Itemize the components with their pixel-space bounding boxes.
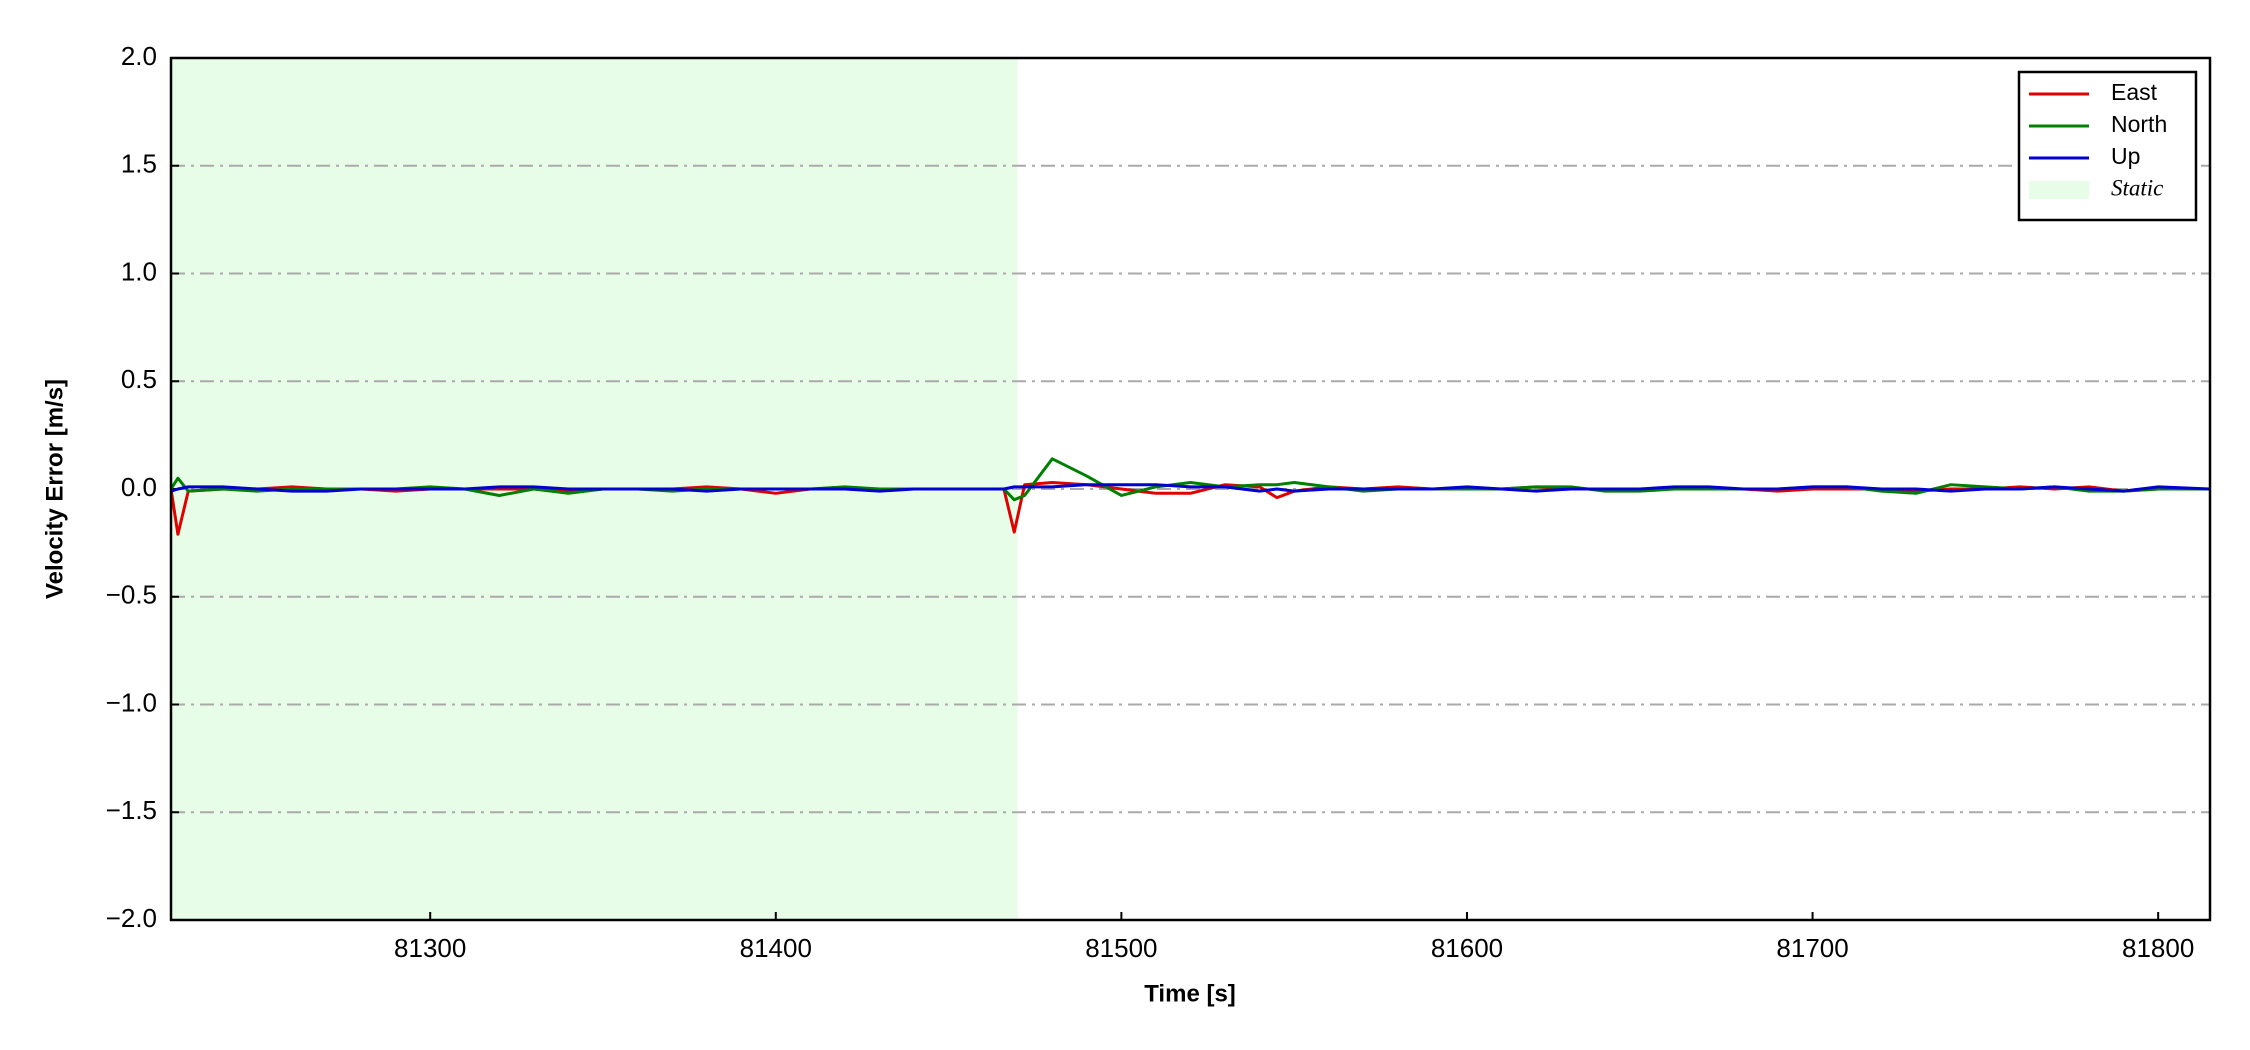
x-axis-label: Time [s] [1144, 980, 1236, 1007]
series-line [171, 483, 2210, 493]
y-axis-label: Velocity Error [m/s] [41, 379, 68, 599]
y-tick-label: −1.0 [106, 687, 157, 717]
legend-swatch [2029, 181, 2089, 199]
legend-label: North [2111, 111, 2167, 137]
y-tick-label: 0.5 [121, 364, 157, 394]
y-tick-label: 1.0 [121, 256, 157, 286]
y-tick-label: −0.5 [106, 580, 157, 610]
x-tick-label: 81500 [1085, 933, 1157, 963]
y-tick-label: −1.5 [106, 795, 157, 825]
legend-label: Static [2111, 175, 2163, 200]
plot-frame [169, 56, 2212, 922]
y-tick-label: 1.5 [121, 149, 157, 179]
y-tick-label: 2.0 [121, 41, 157, 71]
x-tick-label: 81300 [394, 933, 466, 963]
x-tick-label: 81700 [1776, 933, 1848, 963]
legend-label: East [2111, 79, 2158, 105]
x-tick-label: 81800 [2122, 933, 2194, 963]
legend-label: Up [2111, 143, 2140, 169]
y-tick-label: 0.0 [121, 472, 157, 502]
y-tick-label: −2.0 [106, 903, 157, 933]
x-tick-label: 81400 [740, 933, 812, 963]
x-tick-label: 81600 [1431, 933, 1503, 963]
